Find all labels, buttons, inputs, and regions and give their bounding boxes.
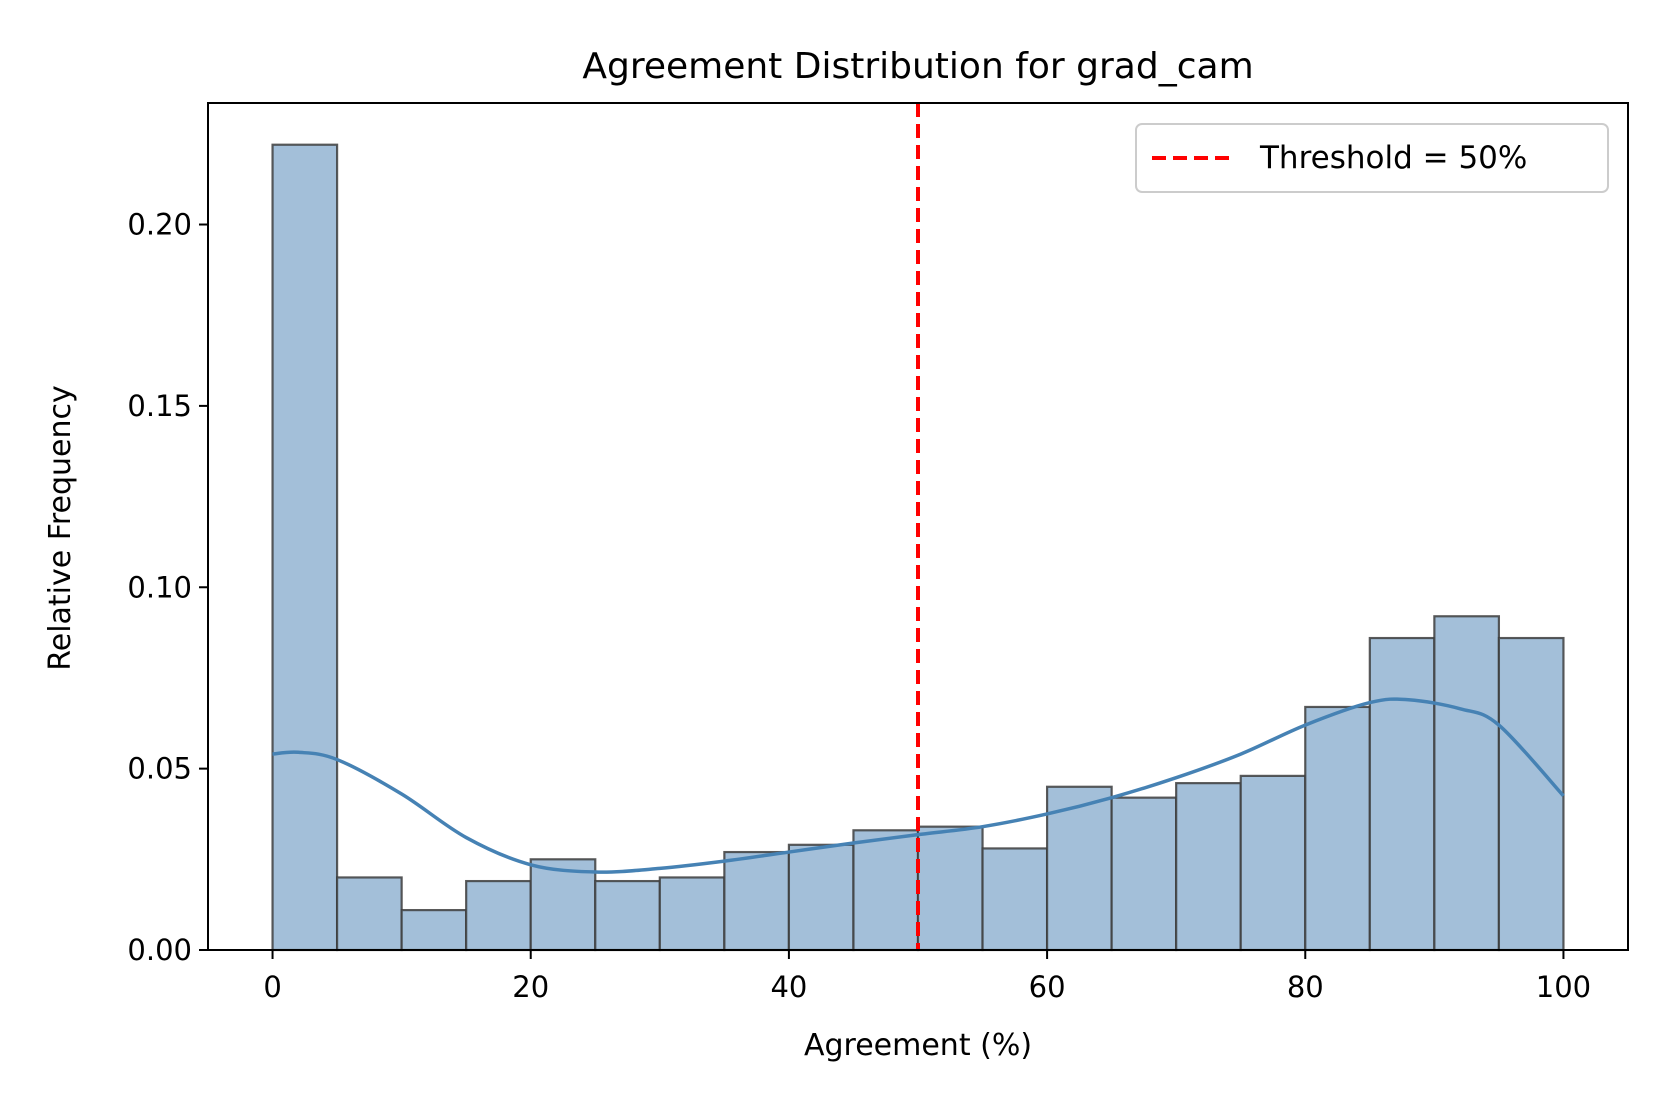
histogram-bar bbox=[1045, 785, 1113, 952]
y-tick-label: 0.20 bbox=[127, 208, 192, 242]
histogram-bar bbox=[1497, 636, 1565, 952]
legend: Threshold = 50% bbox=[1135, 123, 1609, 193]
x-axis-label: Agreement (%) bbox=[804, 1028, 1032, 1063]
x-tick-label: 80 bbox=[1287, 970, 1324, 1004]
x-tick-label: 0 bbox=[263, 970, 281, 1004]
histogram-bar bbox=[271, 143, 339, 952]
x-axis: 0 20 40 60 80 100 bbox=[263, 950, 1591, 1004]
histogram-bar bbox=[723, 850, 791, 952]
kde-curve bbox=[272, 697, 1565, 874]
y-tick-label: 0.05 bbox=[127, 752, 192, 786]
x-tick-label: 60 bbox=[1029, 970, 1066, 1004]
legend-box bbox=[1135, 123, 1609, 193]
histogram-bar bbox=[787, 843, 855, 952]
histogram-bars bbox=[271, 143, 1565, 952]
y-tick-label: 0.10 bbox=[127, 570, 192, 604]
histogram-bar bbox=[981, 847, 1049, 952]
histogram-bar bbox=[594, 879, 661, 952]
histogram-bar bbox=[658, 876, 726, 952]
y-axis-label: Relative Frequency bbox=[43, 385, 78, 671]
histogram-bar bbox=[1368, 636, 1436, 952]
kde-layer bbox=[272, 697, 1565, 874]
chart-title: Agreement Distribution for grad_cam bbox=[582, 46, 1253, 87]
y-axis: 0.00 0.05 0.10 0.15 0.20 bbox=[127, 208, 208, 967]
legend-threshold-label: Threshold = 50% bbox=[1259, 140, 1527, 176]
plot-frame bbox=[207, 102, 1629, 951]
histogram-bar bbox=[1304, 705, 1371, 952]
x-tick-label: 100 bbox=[1536, 970, 1591, 1004]
histogram-bar bbox=[1239, 774, 1307, 952]
y-tick-label: 0.15 bbox=[127, 389, 192, 423]
histogram-bar bbox=[335, 876, 403, 952]
histogram-bar bbox=[916, 825, 984, 952]
histogram-bar bbox=[852, 829, 920, 952]
histogram-bar bbox=[1175, 782, 1242, 952]
x-tick-label: 20 bbox=[512, 970, 549, 1004]
histogram-bar bbox=[1433, 615, 1501, 952]
histogram-bar bbox=[400, 908, 468, 952]
y-tick-label: 0.00 bbox=[127, 933, 192, 967]
histogram-bar bbox=[465, 879, 532, 952]
x-tick-label: 40 bbox=[770, 970, 807, 1004]
histogram-bar bbox=[1110, 796, 1178, 952]
